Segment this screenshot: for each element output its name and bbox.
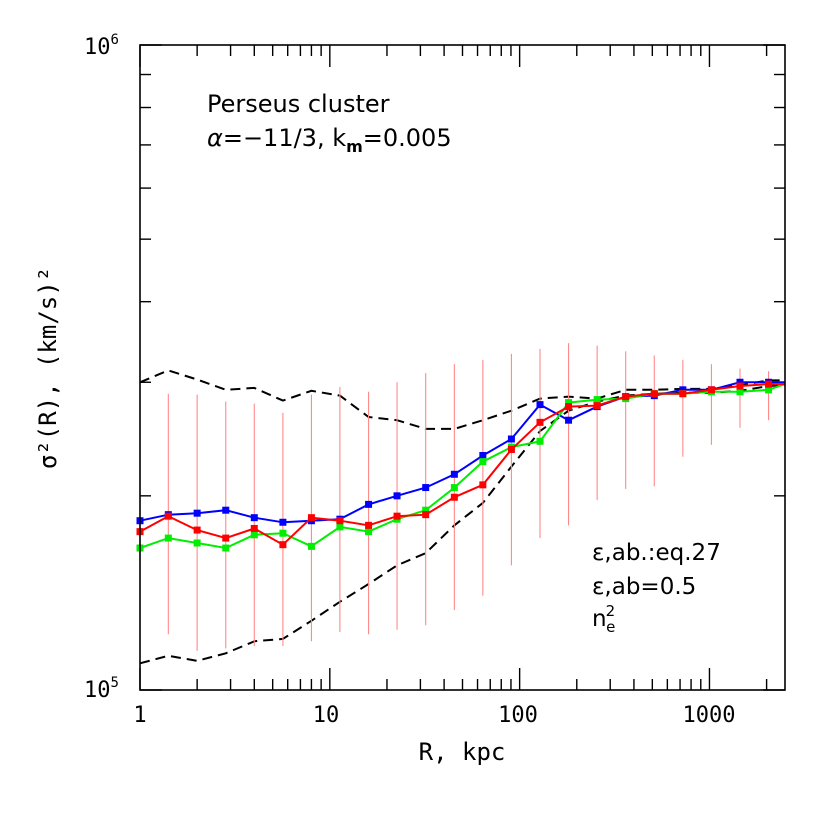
data-point-red — [164, 512, 172, 520]
data-point-green — [736, 388, 744, 396]
data-point-green — [222, 544, 230, 552]
data-point-red — [479, 481, 487, 489]
data-point-blue — [450, 470, 458, 478]
y-tick-label-1e6: 106 — [84, 32, 119, 60]
legend-entry-green-sup: 2 — [606, 602, 616, 620]
legend: ε,ab.:eq.27 ε,ab=0.5 n2 e — [592, 540, 721, 636]
data-point-red — [736, 382, 744, 390]
data-point-red — [193, 526, 201, 534]
data-point-red — [365, 521, 373, 529]
data-point-red — [336, 517, 344, 525]
data-point-blue — [422, 484, 430, 492]
y-tick-label-1e5-exp: 5 — [111, 675, 119, 691]
legend-entry-red: ε,ab.:eq.27 — [592, 540, 721, 566]
data-point-red — [507, 445, 515, 453]
data-point-red — [450, 493, 458, 501]
y-tick-label-1e6-exp: 6 — [111, 32, 119, 48]
data-point-green — [593, 396, 601, 404]
data-point-red — [393, 512, 401, 520]
x-tick-label-1: 1 — [133, 703, 146, 728]
data-point-green — [479, 458, 487, 466]
data-point-green — [765, 386, 773, 394]
data-point-green — [365, 528, 373, 536]
envelope-lower-line — [139, 384, 786, 665]
data-point-red — [707, 386, 715, 394]
chart-subtitle: α=−11/3, km=0.005 — [207, 124, 452, 156]
data-point-red — [536, 418, 544, 426]
y-tick-label-1e5-base: 10 — [84, 678, 111, 703]
data-point-green — [565, 399, 573, 407]
data-point-green — [307, 542, 315, 550]
alpha-value: =−11/3, k — [223, 124, 346, 152]
data-point-green — [279, 529, 287, 537]
data-point-blue — [536, 401, 544, 409]
x-tick-label-10: 10 — [313, 703, 340, 728]
data-point-blue — [222, 506, 230, 514]
data-point-blue — [279, 518, 287, 526]
legend-entry-green-text: n — [592, 606, 607, 632]
data-point-red — [307, 514, 315, 522]
data-point-blue — [679, 386, 687, 394]
data-point-blue — [250, 514, 258, 522]
data-point-green — [164, 534, 172, 542]
envelope-lines — [139, 369, 786, 665]
data-point-green — [193, 539, 201, 547]
data-point-red — [622, 393, 630, 401]
data-point-blue — [479, 451, 487, 459]
data-point-red — [250, 524, 258, 532]
alpha-symbol: α — [207, 124, 223, 152]
data-point-blue — [565, 416, 573, 424]
data-series — [136, 378, 786, 552]
y-tick-label-1e5: 105 — [84, 675, 119, 703]
k-subscript: m — [346, 137, 363, 156]
chart-title: Perseus cluster — [207, 90, 390, 118]
data-point-red — [565, 403, 573, 411]
data-point-green — [250, 531, 258, 539]
data-point-red — [279, 541, 287, 549]
data-point-green — [422, 506, 430, 514]
data-point-red — [679, 390, 687, 398]
legend-entry-green-sub: e — [606, 618, 615, 636]
data-point-green — [336, 523, 344, 531]
axis-ticks — [139, 44, 785, 691]
legend-entry-blue: ε,ab=0.5 — [592, 574, 696, 600]
envelope-upper-line — [139, 369, 785, 430]
data-point-red — [650, 390, 658, 398]
series-line-blue — [139, 381, 785, 524]
plot-frame — [139, 44, 786, 691]
data-point-red — [593, 402, 601, 410]
data-point-blue — [393, 492, 401, 500]
data-point-red — [422, 511, 430, 519]
k-value: =0.005 — [363, 124, 452, 152]
x-tick-label-1000: 1000 — [683, 703, 736, 728]
data-point-blue — [193, 509, 201, 517]
y-axis-label: σ²(R), (km/s)² — [34, 267, 62, 469]
data-point-red — [765, 380, 773, 388]
series-line-red — [139, 383, 785, 546]
y-tick-label-1e6-base: 10 — [84, 35, 111, 60]
data-point-green — [536, 437, 544, 445]
data-point-blue — [507, 435, 515, 443]
data-point-red — [222, 534, 230, 542]
data-point-green — [450, 484, 458, 492]
legend-entry-green: n2 e — [592, 602, 615, 636]
x-axis-label: R, kpc — [419, 738, 506, 766]
x-tick-label-100: 100 — [498, 703, 538, 728]
data-point-blue — [365, 500, 373, 508]
data-point-blue — [736, 378, 744, 386]
